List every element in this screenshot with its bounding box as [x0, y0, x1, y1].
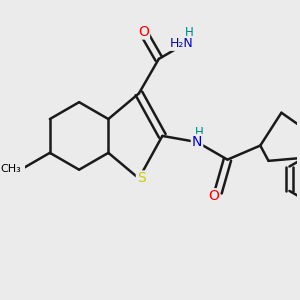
Text: N: N — [192, 135, 202, 149]
Text: H: H — [195, 126, 204, 139]
Text: CH₃: CH₃ — [1, 164, 22, 174]
Text: O: O — [208, 189, 219, 203]
Text: H₂N: H₂N — [170, 37, 194, 50]
Text: O: O — [138, 25, 149, 38]
Text: H: H — [185, 26, 194, 39]
Text: S: S — [137, 171, 146, 185]
